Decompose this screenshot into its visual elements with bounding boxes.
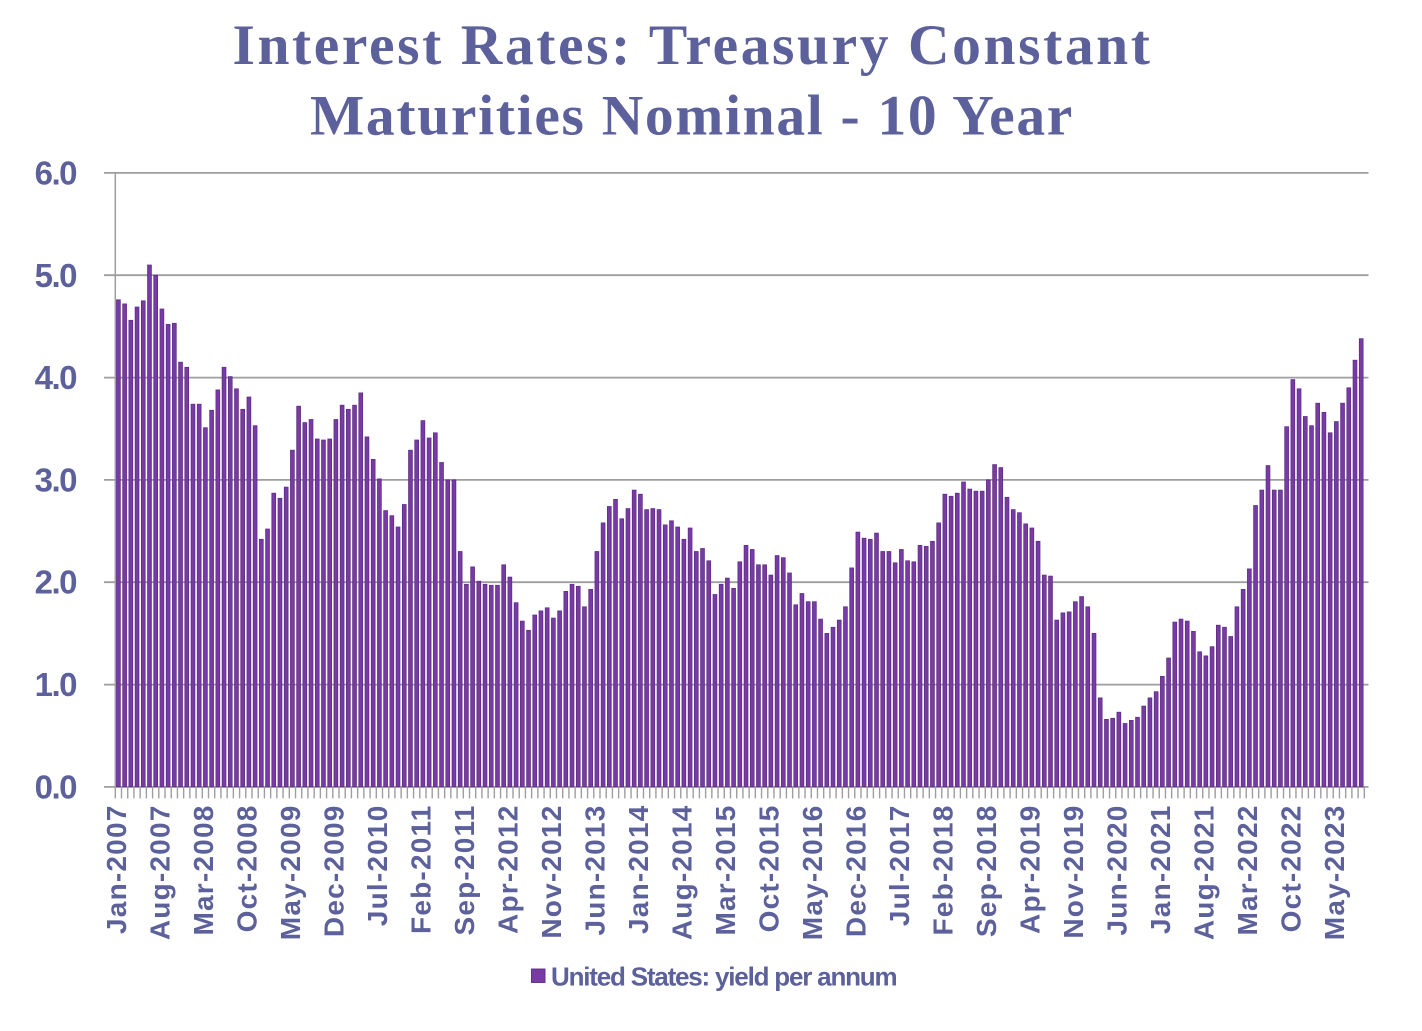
- svg-text:Oct-2008: Oct-2008: [231, 805, 262, 933]
- svg-text:Jun-2013: Jun-2013: [579, 805, 610, 936]
- svg-text:Feb-2018: Feb-2018: [927, 805, 958, 936]
- svg-text:Mar-2022: Mar-2022: [1232, 805, 1263, 936]
- svg-text:2.0: 2.0: [35, 564, 77, 601]
- svg-text:1.0: 1.0: [35, 666, 77, 703]
- svg-text:May-2009: May-2009: [275, 805, 306, 941]
- svg-text:Oct-2015: Oct-2015: [753, 805, 784, 933]
- svg-text:Mar-2015: Mar-2015: [710, 805, 741, 936]
- svg-text:4.0: 4.0: [35, 359, 77, 396]
- svg-text:Jul-2017: Jul-2017: [884, 805, 915, 927]
- svg-text:United States: yield per annum: United States: yield per annum: [551, 962, 896, 992]
- svg-text:Jan-2014: Jan-2014: [623, 805, 654, 934]
- svg-text:Feb-2011: Feb-2011: [405, 805, 436, 934]
- svg-text:Apr-2019: Apr-2019: [1014, 805, 1045, 934]
- svg-text:Aug-2007: Aug-2007: [144, 805, 175, 941]
- svg-text:Mar-2008: Mar-2008: [188, 805, 219, 936]
- svg-text:Jan-2021: Jan-2021: [1145, 805, 1176, 934]
- svg-text:Aug-2021: Aug-2021: [1188, 805, 1219, 941]
- svg-text:5.0: 5.0: [35, 257, 77, 294]
- svg-text:Jan-2007: Jan-2007: [101, 805, 132, 934]
- svg-text:Interest Rates: Treasury Const: Interest Rates: Treasury Constant: [232, 14, 1152, 77]
- svg-text:Maturities Nominal - 10 Year: Maturities Nominal - 10 Year: [310, 85, 1074, 148]
- svg-text:Sep-2018: Sep-2018: [971, 805, 1002, 938]
- svg-text:May-2023: May-2023: [1319, 805, 1350, 941]
- svg-text:Jun-2020: Jun-2020: [1101, 805, 1132, 936]
- svg-text:May-2016: May-2016: [797, 805, 828, 941]
- svg-text:Nov-2012: Nov-2012: [536, 805, 567, 939]
- svg-text:Nov-2019: Nov-2019: [1058, 805, 1089, 939]
- svg-text:0.0: 0.0: [35, 768, 77, 805]
- svg-text:Aug-2014: Aug-2014: [666, 805, 697, 941]
- svg-text:Sep-2011: Sep-2011: [449, 805, 480, 936]
- svg-text:Jul-2010: Jul-2010: [362, 805, 393, 927]
- svg-text:Oct-2022: Oct-2022: [1275, 805, 1306, 933]
- svg-text:Apr-2012: Apr-2012: [492, 805, 523, 934]
- svg-text:Dec-2009: Dec-2009: [318, 805, 349, 938]
- svg-text:3.0: 3.0: [35, 461, 77, 498]
- svg-text:6.0: 6.0: [35, 154, 77, 191]
- svg-text:Dec-2016: Dec-2016: [840, 805, 871, 938]
